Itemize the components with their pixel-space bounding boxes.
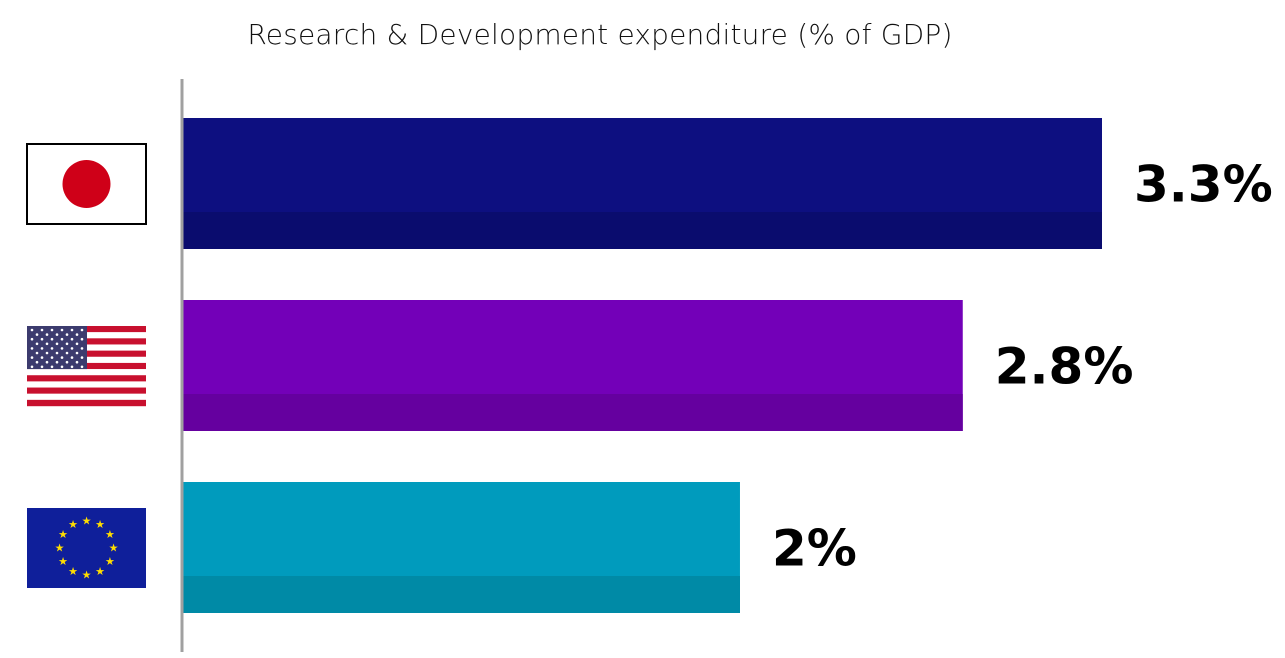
value-label: 2% [772, 520, 857, 578]
svg-text:★: ★ [95, 518, 105, 531]
bar-shade [183, 212, 1102, 249]
svg-text:★: ★ [55, 542, 65, 555]
value-label: 2.8% [995, 338, 1134, 396]
eu-flag-icon: ★ ★★★★★★★★★★★ [27, 508, 146, 588]
bar-european-union [183, 482, 740, 613]
chart-title: Research & Development expenditure (% of… [247, 18, 953, 51]
svg-text:★: ★ [68, 518, 78, 531]
bars-group [183, 118, 1102, 613]
bar-shade [183, 576, 740, 613]
svg-text:★: ★ [95, 565, 105, 578]
value-labels-group: 3.3% 2.8% 2% [772, 156, 1273, 578]
value-label: 3.3% [1134, 156, 1273, 214]
svg-text:★: ★ [82, 515, 92, 528]
svg-text:★: ★ [109, 542, 119, 555]
svg-text:★: ★ [58, 528, 68, 541]
usa-flag-icon [27, 326, 146, 407]
bar-shade [183, 394, 963, 431]
svg-text:★: ★ [58, 555, 68, 568]
svg-text:★: ★ [82, 569, 92, 582]
svg-text:★: ★ [68, 565, 78, 578]
japan-flag-icon [26, 143, 147, 225]
svg-text:★: ★ [105, 555, 115, 568]
bar-united-states [183, 300, 963, 431]
bar-japan [183, 118, 1102, 249]
flags-group: ★ ★★★★★★★★★★★ [26, 143, 147, 588]
svg-text:★: ★ [105, 528, 115, 541]
